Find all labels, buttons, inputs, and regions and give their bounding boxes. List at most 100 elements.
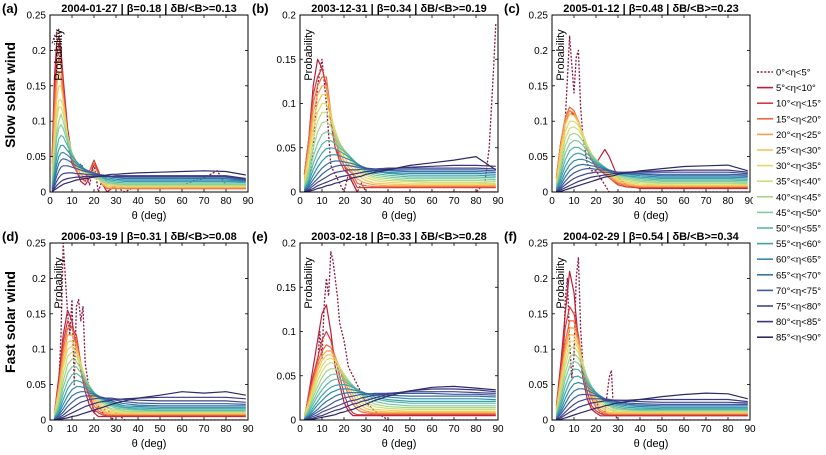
panel-title-b: 2003-12-31 | β=0.34 | δB/<B>=0.19: [311, 3, 487, 15]
y-tick-label: 0.1: [534, 117, 548, 128]
x-tick-label: 20: [88, 424, 100, 435]
y-tick-label: 0.05: [277, 143, 297, 154]
x-tick-label: 0: [47, 196, 53, 207]
x-tick-label: 10: [568, 424, 580, 435]
panel-a: (a) 2004-01-27 | β=0.18 | δB/<B>=0.13 0 10 2…: [2, 1, 254, 222]
y-tick-label: 0.15: [529, 81, 549, 92]
series-line-f-16: [556, 398, 748, 420]
x-tick-label: 30: [612, 196, 624, 207]
series-line-c-13: [555, 163, 748, 191]
series-line-a-4: [51, 70, 246, 189]
legend: 0°<η<5° 5°<η<10° 10°<η<15° 15°<η<20° 20°<η<2…: [753, 61, 822, 350]
x-axis-label-d: θ (deg): [132, 438, 167, 450]
x-axis-label-c: θ (deg): [634, 210, 669, 222]
legend-label-3: 15°<η<20°: [776, 114, 821, 125]
series-line-f-3: [555, 320, 748, 415]
legend-label-15: 75°<η<80°: [776, 302, 821, 313]
x-tick-label: 90: [744, 424, 756, 435]
legend-label-11: 55°<η<60°: [776, 239, 821, 250]
plot-frame-f: [551, 242, 751, 421]
x-tick-label: 70: [198, 424, 210, 435]
plot-frame-c: [551, 14, 751, 193]
series-line-f-9: [555, 360, 748, 416]
legend-label-7: 35°<η<40°: [776, 177, 821, 188]
series-line-e-15: [304, 391, 496, 420]
series-line-f-17: [556, 392, 748, 420]
y-tick-label: 0: [40, 416, 46, 427]
legend-label-12: 60°<η<65°: [776, 255, 821, 266]
x-tick-label: 30: [360, 424, 372, 435]
series-line-f-7: [555, 345, 748, 414]
panel-title-a: 2004-01-27 | β=0.18 | δB/<B>=0.13: [61, 3, 237, 15]
x-tick-label: 90: [492, 424, 504, 435]
y-axis-label-e: Probability: [303, 257, 315, 309]
x-tick-label: 0: [549, 196, 555, 207]
series-group-c: [555, 35, 748, 192]
x-tick-label: 20: [590, 424, 602, 435]
x-axis-label-a: θ (deg): [132, 210, 167, 222]
series-line-d-15: [54, 397, 246, 420]
y-tick-label: 0.25: [529, 11, 549, 22]
y-tick-label: 0.15: [277, 283, 297, 294]
x-tick-label: 40: [132, 196, 144, 207]
x-tick-label: 0: [549, 424, 555, 435]
y-axis-label-a: Probability: [53, 29, 65, 81]
series-group-f: [555, 256, 748, 420]
panel-label-c: (c): [504, 1, 520, 16]
series-line-a-10: [51, 134, 246, 187]
plot-frame-a: [49, 14, 249, 193]
x-tick-label: 50: [656, 196, 668, 207]
series-line-c-12: [555, 158, 748, 191]
series-line-a-9: [51, 124, 246, 185]
legend-label-5: 25°<η<30°: [776, 146, 821, 157]
x-tick-label: 20: [88, 196, 100, 207]
panels-group: (a) 2004-01-27 | β=0.18 | δB/<B>=0.13 0 10 2…: [2, 1, 756, 450]
series-line-c-9: [555, 139, 748, 188]
y-axis-label-b: Probability: [303, 29, 315, 81]
x-tick-label: 30: [612, 424, 624, 435]
y-tick-label: 0.25: [27, 11, 47, 22]
x-tick-label: 30: [110, 424, 122, 435]
x-tick-label: 90: [242, 424, 254, 435]
row-label-fast: Fast solar wind: [2, 271, 18, 373]
series-line-f-6: [555, 340, 748, 413]
y-axis-label-d: Probability: [53, 257, 65, 309]
x-tick-label: 30: [110, 196, 122, 207]
series-line-d-14: [54, 395, 246, 420]
x-tick-label: 50: [656, 424, 668, 435]
series-group-d: [53, 243, 246, 420]
series-group-b: [303, 23, 497, 192]
y-tick-label: 0: [290, 416, 296, 427]
legend-label-17: 85°<η<90°: [776, 333, 821, 344]
x-tick-label: 10: [568, 196, 580, 207]
x-tick-label: 40: [634, 424, 646, 435]
y-tick-label: 0.05: [277, 371, 297, 382]
y-tick-label: 0.05: [27, 152, 47, 163]
series-line-e-14: [304, 392, 496, 420]
x-tick-label: 10: [316, 424, 328, 435]
series-line-e-10: [303, 378, 496, 419]
x-tick-label: 60: [678, 424, 690, 435]
x-tick-label: 50: [404, 196, 416, 207]
series-line-b-2: [303, 67, 496, 189]
series-line-b-13: [303, 160, 496, 191]
panel-f: (f) 2004-02-29 | β=0.54 | δB/<B>=0.34 0 10 2…: [504, 229, 756, 450]
x-axis-label-e: θ (deg): [382, 438, 417, 450]
y-tick-label: 0.2: [534, 274, 548, 285]
series-line-e-4: [303, 350, 496, 416]
series-line-b-15: [304, 167, 496, 192]
series-line-f-14: [555, 393, 748, 420]
row-label-slow: Slow solar wind: [2, 42, 18, 148]
y-tick-label: 0.1: [282, 99, 296, 110]
series-line-c-1: [555, 113, 748, 190]
series-line-b-10: [303, 140, 496, 189]
series-line-c-16: [556, 169, 748, 192]
y-tick-label: 0.1: [534, 345, 548, 356]
x-tick-label: 70: [198, 196, 210, 207]
legend-label-14: 70°<η<75°: [776, 286, 821, 297]
panel-title-d: 2006-03-19 | β=0.31 | δB/<B>=0.08: [61, 231, 237, 243]
series-line-e-3: [303, 344, 496, 416]
panel-d: (d) 2006-03-19 | β=0.31 | δB/<B>=0.08 0 10 2…: [2, 229, 254, 450]
y-tick-label: 0.2: [534, 46, 548, 57]
series-line-b-17: [304, 156, 497, 192]
